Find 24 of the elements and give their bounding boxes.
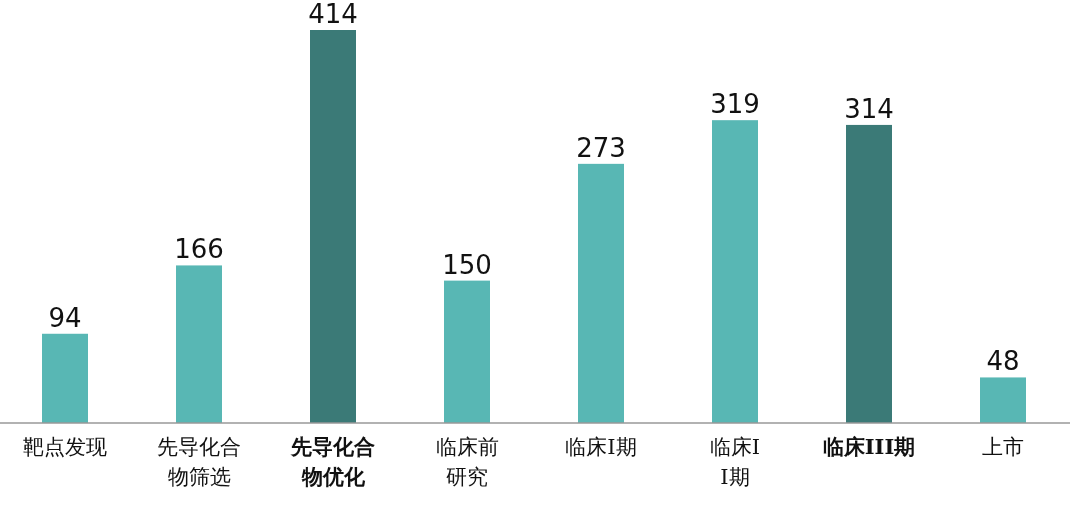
data-label: 94 — [48, 302, 82, 333]
bar — [176, 265, 222, 423]
x-tick-label: 临床III期 — [821, 433, 917, 461]
x-tick-label: 先导化合物筛选 — [156, 434, 242, 491]
bar — [42, 333, 88, 423]
data-label: 166 — [174, 234, 224, 265]
bar — [846, 124, 892, 423]
x-tick-label: 先导化合物优化 — [290, 433, 376, 491]
data-label: 48 — [986, 346, 1020, 377]
x-tick-label: 上市 — [981, 434, 1025, 461]
bar — [980, 377, 1026, 423]
x-tick-label: 靶点发现 — [22, 434, 108, 461]
bar — [444, 280, 490, 423]
x-tick-label: 临床前研究 — [434, 434, 500, 491]
data-label: 150 — [442, 249, 492, 280]
bar — [578, 163, 624, 423]
x-tick-label: 临床II期 — [708, 434, 762, 491]
x-tick-label: 临床I期 — [564, 434, 638, 461]
bar — [310, 30, 356, 423]
data-label: 314 — [844, 93, 894, 124]
data-label: 414 — [308, 0, 358, 29]
data-label: 319 — [710, 89, 760, 120]
bar — [712, 120, 758, 423]
data-label: 273 — [576, 132, 626, 163]
